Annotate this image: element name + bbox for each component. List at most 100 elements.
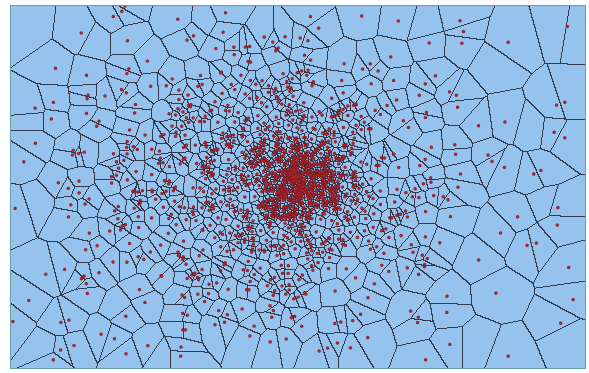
voronoi-site [292,138,297,142]
voronoi-site [225,313,230,317]
voronoi-site [354,174,358,178]
voronoi-site [372,282,376,286]
voronoi-site [323,240,328,244]
voronoi-site [314,192,318,196]
voronoi-site [321,250,325,254]
voronoi-site [330,193,334,198]
voronoi-site [230,177,234,182]
voronoi-site [33,106,37,110]
voronoi-site [298,174,303,178]
voronoi-site [333,289,337,293]
voronoi-site [389,55,393,59]
voronoi-site [308,14,313,19]
voronoi-site [385,103,389,108]
voronoi-site [250,159,255,164]
voronoi-site [312,156,316,161]
voronoi-site [303,153,307,157]
voronoi-site [300,324,304,328]
voronoi-site [330,248,334,252]
voronoi-site [445,294,449,298]
voronoi-site [353,169,357,174]
voronoi-site [333,140,337,144]
voronoi-site [458,19,462,23]
voronoi-site [352,215,356,219]
voronoi-site [279,135,283,140]
voronoi-site [242,240,247,244]
voronoi-site [183,328,188,332]
voronoi-site [340,78,344,83]
voronoi-site [84,73,89,78]
voronoi-site [266,205,271,210]
voronoi-site [375,245,379,249]
voronoi-site [283,216,288,220]
voronoi-site [287,288,291,292]
voronoi-site [294,109,298,114]
voronoi-site [204,155,209,160]
voronoi-site [300,273,304,277]
voronoi-site [218,230,222,234]
voronoi-site [11,319,15,324]
voronoi-site [219,200,223,204]
voronoi-site [167,216,171,221]
voronoi-site [258,205,263,209]
voronoi-site [248,279,252,284]
voronoi-site [133,190,137,194]
voronoi-site [356,197,360,201]
voronoi-site [97,119,101,124]
voronoi-site [460,41,464,45]
voronoi-site [177,97,181,102]
voronoi-site [477,258,481,262]
voronoi-site [371,196,375,201]
voronoi-site [239,73,243,78]
voronoi-site [275,253,279,258]
voronoi-site [270,189,274,194]
voronoi-site [219,136,224,141]
voronoi-site [391,78,396,83]
voronoi-site [347,217,351,222]
voronoi-site [422,265,427,269]
voronoi-site [262,137,267,141]
voronoi-site [287,283,291,287]
voronoi-site [302,101,306,105]
voronoi-site [345,173,349,177]
voronoi-site [259,101,264,105]
voronoi-site [241,214,245,219]
voronoi-site [214,46,218,51]
voronoi-site [262,147,266,151]
voronoi-site [274,211,278,215]
voronoi-site [33,141,38,146]
voronoi-site [282,185,286,189]
voronoi-site [325,346,330,350]
voronoi-site [309,188,314,192]
voronoi-site [111,14,116,19]
voronoi-site [124,352,128,356]
voronoi-site [366,296,370,300]
voronoi-site [268,220,272,224]
voronoi-site [142,257,146,262]
voronoi-site [211,204,215,208]
voronoi-site [246,227,250,232]
voronoi-site [325,145,329,149]
voronoi-site [276,100,280,104]
voronoi-site [196,292,200,296]
voronoi-site [353,178,358,182]
voronoi-site [214,281,219,285]
voronoi-site [268,244,273,248]
voronoi-site [264,238,269,243]
voronoi-site [315,148,319,153]
voronoi-site [261,142,266,147]
voronoi-site [274,207,278,211]
voronoi-site [396,19,400,23]
voronoi-site [327,157,332,162]
voronoi-site [271,230,275,235]
voronoi-site [304,213,309,218]
voronoi-site [359,127,363,132]
voronoi-site [448,342,452,347]
voronoi-site [453,152,458,157]
voronoi-site [324,132,328,136]
voronoi-site [281,208,285,213]
voronoi-site [223,11,228,15]
voronoi-site [183,133,187,137]
voronoi-site [363,209,367,214]
voronoi-site [182,295,187,300]
